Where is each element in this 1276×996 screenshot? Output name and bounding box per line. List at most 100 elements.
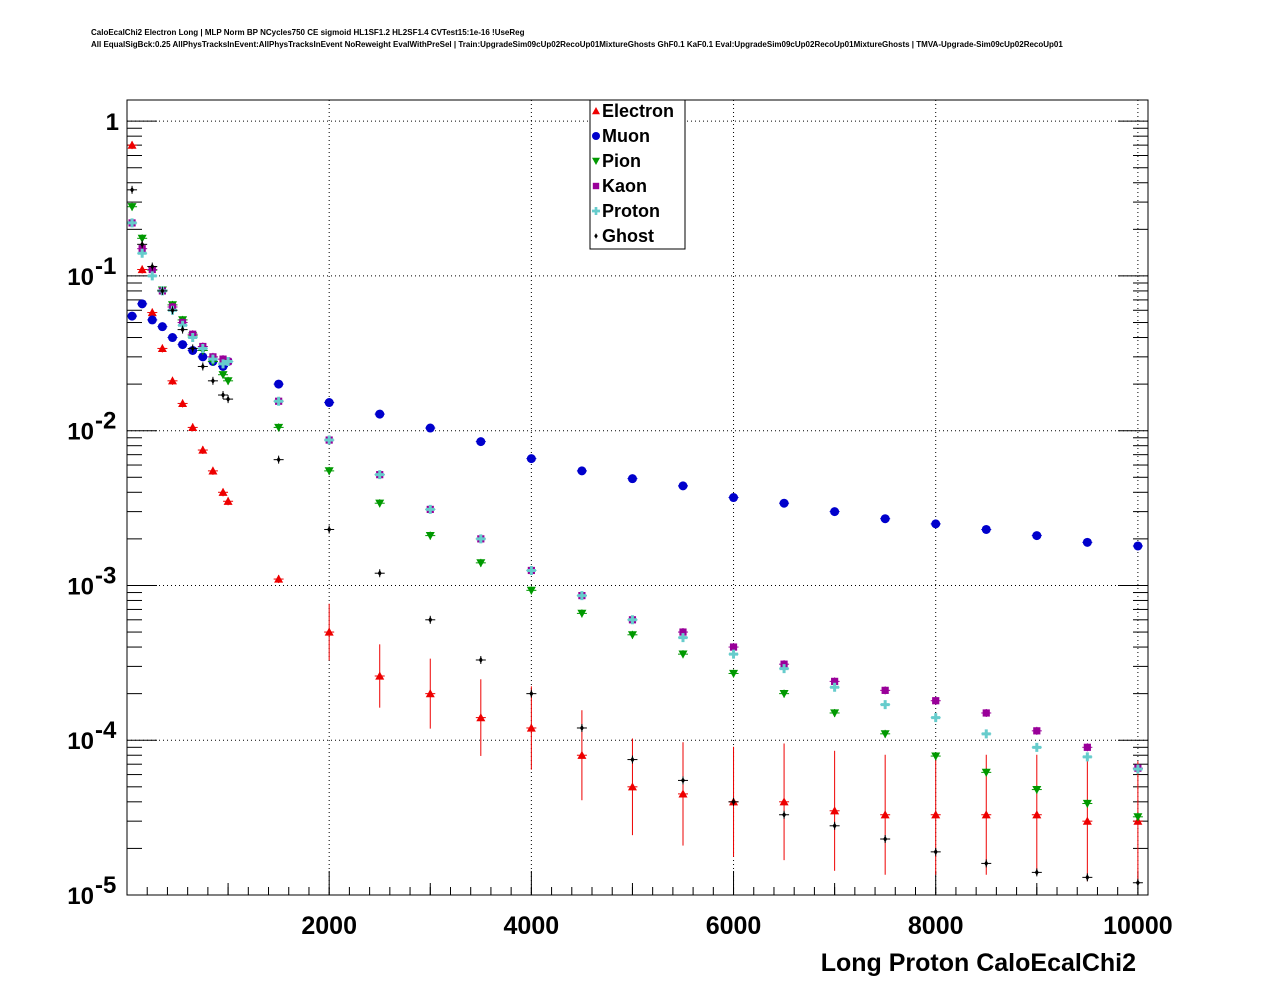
marker-cross (223, 356, 233, 366)
marker-diamond (1034, 869, 1039, 876)
x-tick-label: 4000 (504, 912, 560, 940)
marker-diamond (221, 391, 226, 399)
marker-circle (127, 311, 137, 321)
marker-cross (678, 633, 688, 643)
marker-cross (880, 700, 890, 710)
x-axis-title: Long Proton CaloEcalChi2 (821, 949, 1136, 977)
x-tick-label: 2000 (301, 912, 357, 940)
x-tick-label: 10000 (1103, 912, 1173, 940)
y-tick-label-base: 10 (67, 419, 94, 446)
marker-triangle-up (198, 445, 208, 454)
series-kaon (127, 218, 1143, 773)
marker-cross (198, 343, 208, 353)
marker-square (881, 686, 889, 694)
marker-cross (526, 565, 536, 575)
marker-circle (729, 493, 739, 503)
marker-cross (208, 354, 218, 364)
marker-triangle-up (1082, 816, 1092, 825)
grid (127, 100, 1148, 896)
axis-ticks (127, 120, 1148, 896)
marker-diamond (731, 798, 736, 806)
marker-triangle-up (157, 343, 167, 353)
marker-triangle-up (678, 789, 688, 798)
x-tick-label: 8000 (908, 912, 964, 940)
marker-square (932, 697, 940, 705)
marker-diamond (226, 395, 231, 403)
marker-triangle-up (779, 797, 789, 806)
marker-triangle-up (627, 782, 637, 791)
marker-diamond (478, 656, 483, 664)
marker-triangle-down (577, 609, 587, 618)
legend-item-kaon: Kaon (592, 176, 647, 196)
marker-circle (157, 322, 167, 332)
marker-circle (577, 466, 587, 476)
marker-diamond (630, 756, 635, 763)
marker-triangle-up (188, 422, 198, 432)
marker-triangle-up (981, 810, 991, 819)
marker-triangle-up (880, 810, 890, 819)
marker-circle (931, 519, 941, 529)
marker-circle (678, 481, 688, 491)
marker-triangle-up (274, 574, 284, 583)
marker-triangle-up (592, 107, 600, 115)
marker-circle (274, 379, 284, 389)
marker-triangle-down (127, 203, 137, 212)
marker-circle (526, 454, 536, 464)
marker-triangle-up (476, 713, 486, 722)
legend-box (589, 99, 686, 250)
y-tick-label-base: 10 (67, 728, 94, 755)
marker-triangle-down (880, 730, 890, 739)
marker-cross (981, 729, 991, 739)
marker-circle (592, 132, 600, 140)
marker-diamond (984, 860, 989, 867)
marker-square (592, 182, 600, 190)
marker-circle (880, 514, 890, 524)
marker-triangle-up (218, 487, 228, 496)
marker-diamond (832, 822, 837, 829)
marker-circle (1032, 531, 1042, 541)
marker-diamond (1135, 879, 1140, 886)
marker-circle (779, 498, 789, 508)
marker-triangle-down (779, 690, 789, 699)
marker-circle (147, 315, 157, 325)
legend-item-proton: Proton (592, 201, 660, 221)
marker-circle (476, 437, 486, 447)
marker-square (982, 709, 990, 717)
legend-item-ghost: Ghost (594, 226, 654, 246)
marker-triangle-down (476, 559, 486, 568)
marker-triangle-down (1032, 785, 1042, 795)
marker-cross (627, 615, 637, 625)
marker-diamond (180, 326, 185, 333)
series-proton (127, 218, 1143, 774)
marker-cross (592, 207, 601, 216)
marker-cross (324, 435, 334, 445)
marker-diamond (933, 848, 938, 856)
marker-cross (931, 713, 941, 723)
marker-triangle-down (274, 423, 284, 432)
marker-circle (981, 524, 991, 534)
marker-triangle-down (223, 377, 233, 386)
marker-triangle-down (592, 157, 600, 165)
marker-diamond (680, 777, 685, 784)
marker-diamond (160, 287, 165, 295)
marker-triangle-up (127, 140, 137, 149)
y-tick-label: 1 (106, 109, 119, 136)
marker-square (831, 677, 839, 685)
legend-label: Ghost (602, 226, 654, 246)
legend-label: Muon (602, 126, 650, 146)
marker-square (1033, 727, 1041, 735)
marker-square (679, 628, 687, 636)
marker-square (138, 245, 146, 253)
legend-label: Electron (602, 101, 674, 121)
marker-cross (577, 591, 587, 601)
marker-cross (127, 218, 137, 228)
legend: Electron Muon Pion Kaon Proton Ghost (589, 99, 686, 250)
marker-diamond (428, 616, 433, 623)
x-tick-label: 6000 (706, 912, 762, 940)
marker-diamond (200, 363, 205, 370)
legend-label: Pion (602, 151, 641, 171)
marker-circle (137, 299, 147, 309)
marker-triangle-up (425, 689, 435, 698)
marker-cross (830, 682, 840, 692)
